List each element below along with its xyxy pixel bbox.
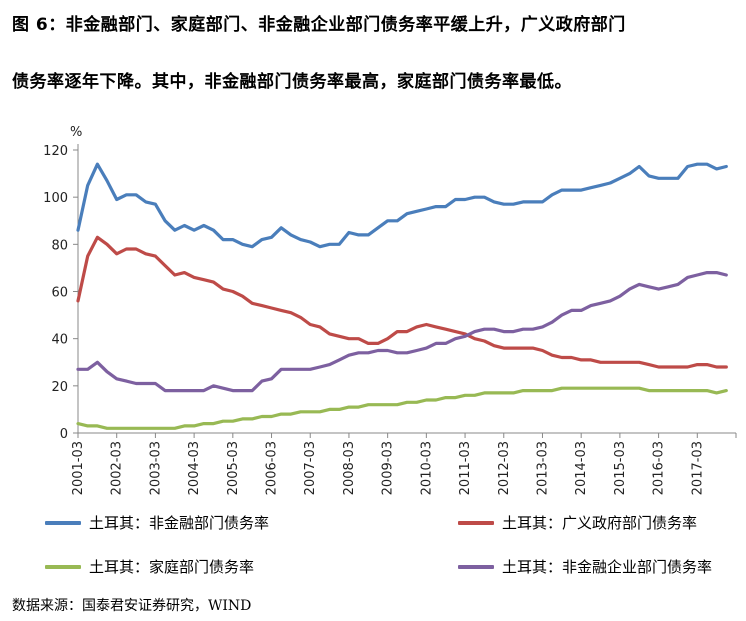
legend-item: 土耳其：家庭部门债务率 xyxy=(45,556,254,577)
y-axis-unit-label: % xyxy=(70,125,82,140)
x-tick-label: 2011-03 xyxy=(458,441,473,495)
x-tick-label: 2013-03 xyxy=(535,441,550,495)
x-tick-label: 2005-03 xyxy=(226,441,241,495)
legend-swatch xyxy=(458,520,494,525)
y-tick-label: 0 xyxy=(60,427,68,442)
x-tick-label: 2014-03 xyxy=(574,441,589,495)
y-tick-label: 120 xyxy=(43,144,68,159)
figure-title-line1: 图 6：非金融部门、家庭部门、非金融企业部门债务率平缓上升，广义政府部门 xyxy=(12,15,626,35)
legend-label: 土耳其：广义政府部门债务率 xyxy=(502,514,698,532)
x-tick-label: 2010-03 xyxy=(419,441,434,495)
legend-item: 土耳其：广义政府部门债务率 xyxy=(458,512,697,533)
series-line-1 xyxy=(76,235,728,369)
x-tick-label: 2017-03 xyxy=(690,441,705,495)
y-tick-label: 80 xyxy=(51,238,68,253)
legend-label: 土耳其：非金融企业部门债务率 xyxy=(502,558,713,576)
x-tick-label: 2006-03 xyxy=(265,441,280,495)
x-tick-label: 2001-03 xyxy=(71,441,86,495)
y-tick-label: 20 xyxy=(51,380,68,395)
x-tick-label: 2009-03 xyxy=(381,441,396,495)
figure-title-line2: 债务率逐年下降。其中，非金融部门债务率最高，家庭部门债务率最低。 xyxy=(12,72,572,92)
legend-label: 土耳其：非金融部门债务率 xyxy=(89,514,270,532)
legend-swatch xyxy=(458,564,494,569)
source-note: 数据来源：国泰君安证券研究，WIND xyxy=(12,598,252,614)
legend-item: 土耳其：非金融企业部门债务率 xyxy=(458,556,712,577)
series-line-3 xyxy=(76,271,728,393)
legend-swatch xyxy=(45,520,81,525)
y-tick-label: 100 xyxy=(43,191,68,206)
x-tick-label: 2002-03 xyxy=(110,441,125,495)
x-tick-label: 2012-03 xyxy=(497,441,512,495)
x-tick-label: 2004-03 xyxy=(187,441,202,495)
x-tick-label: 2016-03 xyxy=(652,441,667,495)
x-tick-label: 2003-03 xyxy=(148,441,163,495)
series-line-2 xyxy=(76,386,728,430)
x-axis: 2001-03 2002-03 2003-03 2004-03 2005-03 2006-… xyxy=(71,432,737,495)
legend-item: 土耳其：非金融部门债务率 xyxy=(45,512,269,533)
y-tick-label: 40 xyxy=(51,333,68,348)
series-layer xyxy=(76,162,728,430)
x-tick-label: 2007-03 xyxy=(303,441,318,495)
x-tick-label: 2015-03 xyxy=(613,441,628,495)
legend-label: 土耳其：家庭部门债务率 xyxy=(89,558,255,576)
y-axis: 0 20 40 60 80 100 120 xyxy=(43,144,79,442)
series-line-0 xyxy=(76,162,728,249)
y-tick-label: 60 xyxy=(51,286,68,301)
legend-swatch xyxy=(45,564,81,569)
x-tick-label: 2008-03 xyxy=(342,441,357,495)
